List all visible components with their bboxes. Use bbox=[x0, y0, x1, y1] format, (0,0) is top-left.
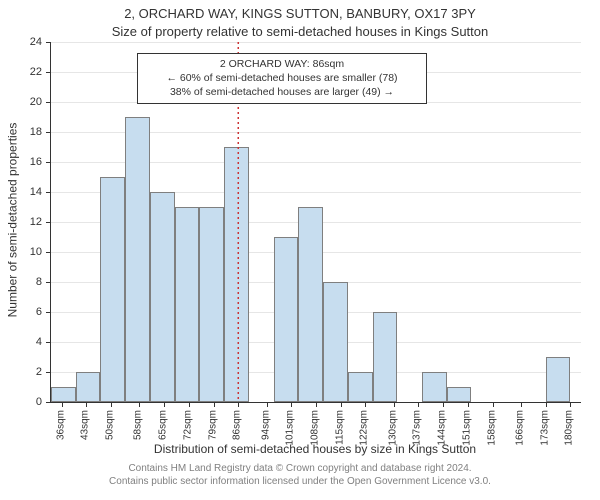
xtick-label: 144sqm bbox=[437, 410, 448, 446]
copyright-line1: Contains HM Land Registry data © Crown c… bbox=[0, 462, 600, 475]
plot-area: 2 ORCHARD WAY: 86sqm← 60% of semi-detach… bbox=[50, 42, 581, 403]
xtick-label: 86sqm bbox=[232, 410, 243, 440]
histogram-bar bbox=[323, 282, 348, 402]
xtick-label: 173sqm bbox=[539, 410, 550, 446]
ytick-mark bbox=[46, 192, 51, 193]
histogram-bar bbox=[150, 192, 175, 402]
histogram-bar bbox=[199, 207, 224, 402]
xtick-mark bbox=[86, 402, 87, 407]
ytick-mark bbox=[46, 312, 51, 313]
xtick-mark bbox=[164, 402, 165, 407]
ytick-mark bbox=[46, 222, 51, 223]
xtick-label: 94sqm bbox=[260, 410, 271, 440]
ytick-label: 0 bbox=[0, 396, 42, 408]
ytick-mark bbox=[46, 72, 51, 73]
xtick-label: 130sqm bbox=[387, 410, 398, 446]
ytick-label: 22 bbox=[0, 66, 42, 78]
annotation-line2: ← 60% of semi-detached houses are smalle… bbox=[144, 71, 420, 85]
histogram-bar bbox=[422, 372, 447, 402]
xtick-label: 50sqm bbox=[105, 410, 116, 440]
xtick-label: 166sqm bbox=[514, 410, 525, 446]
xtick-mark bbox=[291, 402, 292, 407]
histogram-bar bbox=[175, 207, 200, 402]
xtick-label: 36sqm bbox=[55, 410, 66, 440]
xtick-mark bbox=[139, 402, 140, 407]
histogram-bar bbox=[298, 207, 323, 402]
histogram-bar bbox=[373, 312, 398, 402]
histogram-bar bbox=[447, 387, 472, 402]
xtick-mark bbox=[189, 402, 190, 407]
ytick-label: 24 bbox=[0, 36, 42, 48]
histogram-bar bbox=[100, 177, 125, 402]
xtick-mark bbox=[62, 402, 63, 407]
ytick-label: 18 bbox=[0, 126, 42, 138]
xtick-label: 58sqm bbox=[133, 410, 144, 440]
ytick-label: 20 bbox=[0, 96, 42, 108]
xtick-label: 72sqm bbox=[182, 410, 193, 440]
xtick-mark bbox=[443, 402, 444, 407]
ytick-mark bbox=[46, 282, 51, 283]
xtick-label: 108sqm bbox=[310, 410, 321, 446]
histogram-bar bbox=[274, 237, 299, 402]
xtick-mark bbox=[238, 402, 239, 407]
ytick-label: 12 bbox=[0, 216, 42, 228]
ytick-label: 10 bbox=[0, 246, 42, 258]
xtick-mark bbox=[267, 402, 268, 407]
ytick-mark bbox=[46, 132, 51, 133]
ytick-mark bbox=[46, 42, 51, 43]
copyright-block: Contains HM Land Registry data © Crown c… bbox=[0, 462, 600, 488]
ytick-mark bbox=[46, 372, 51, 373]
xtick-mark bbox=[341, 402, 342, 407]
annotation-line3: 38% of semi-detached houses are larger (… bbox=[144, 85, 420, 99]
xtick-label: 180sqm bbox=[564, 410, 575, 446]
histogram-bar bbox=[51, 387, 76, 402]
xtick-label: 65sqm bbox=[158, 410, 169, 440]
ytick-mark bbox=[46, 402, 51, 403]
ytick-label: 2 bbox=[0, 366, 42, 378]
copyright-line2: Contains public sector information licen… bbox=[0, 475, 600, 488]
xtick-mark bbox=[493, 402, 494, 407]
xtick-mark bbox=[468, 402, 469, 407]
xtick-label: 79sqm bbox=[207, 410, 218, 440]
xtick-mark bbox=[365, 402, 366, 407]
histogram-bar bbox=[348, 372, 373, 402]
xtick-mark bbox=[570, 402, 571, 407]
xtick-mark bbox=[418, 402, 419, 407]
xtick-label: 115sqm bbox=[334, 410, 345, 445]
histogram-bar bbox=[546, 357, 571, 402]
ytick-mark bbox=[46, 252, 51, 253]
xtick-label: 101sqm bbox=[285, 410, 296, 446]
annotation-box: 2 ORCHARD WAY: 86sqm← 60% of semi-detach… bbox=[137, 53, 427, 104]
histogram-bar bbox=[224, 147, 249, 402]
xtick-label: 151sqm bbox=[461, 410, 472, 446]
ytick-label: 6 bbox=[0, 306, 42, 318]
xtick-mark bbox=[521, 402, 522, 407]
xtick-label: 122sqm bbox=[359, 410, 370, 446]
xtick-label: 43sqm bbox=[80, 410, 91, 440]
ytick-label: 16 bbox=[0, 156, 42, 168]
xtick-mark bbox=[214, 402, 215, 407]
ytick-mark bbox=[46, 102, 51, 103]
chart-root: 2, ORCHARD WAY, KINGS SUTTON, BANBURY, O… bbox=[0, 0, 600, 500]
histogram-bar bbox=[125, 117, 150, 402]
chart-title-line1: 2, ORCHARD WAY, KINGS SUTTON, BANBURY, O… bbox=[0, 6, 600, 21]
annotation-line1: 2 ORCHARD WAY: 86sqm bbox=[144, 57, 420, 71]
xtick-label: 137sqm bbox=[412, 410, 423, 446]
chart-title-line2: Size of property relative to semi-detach… bbox=[0, 24, 600, 39]
ytick-label: 4 bbox=[0, 336, 42, 348]
xtick-mark bbox=[111, 402, 112, 407]
xtick-mark bbox=[316, 402, 317, 407]
gridline-h bbox=[51, 42, 581, 43]
ytick-label: 14 bbox=[0, 186, 42, 198]
ytick-mark bbox=[46, 162, 51, 163]
ytick-mark bbox=[46, 342, 51, 343]
xtick-label: 158sqm bbox=[486, 410, 497, 446]
xtick-mark bbox=[546, 402, 547, 407]
ytick-label: 8 bbox=[0, 276, 42, 288]
xtick-mark bbox=[394, 402, 395, 407]
histogram-bar bbox=[76, 372, 101, 402]
